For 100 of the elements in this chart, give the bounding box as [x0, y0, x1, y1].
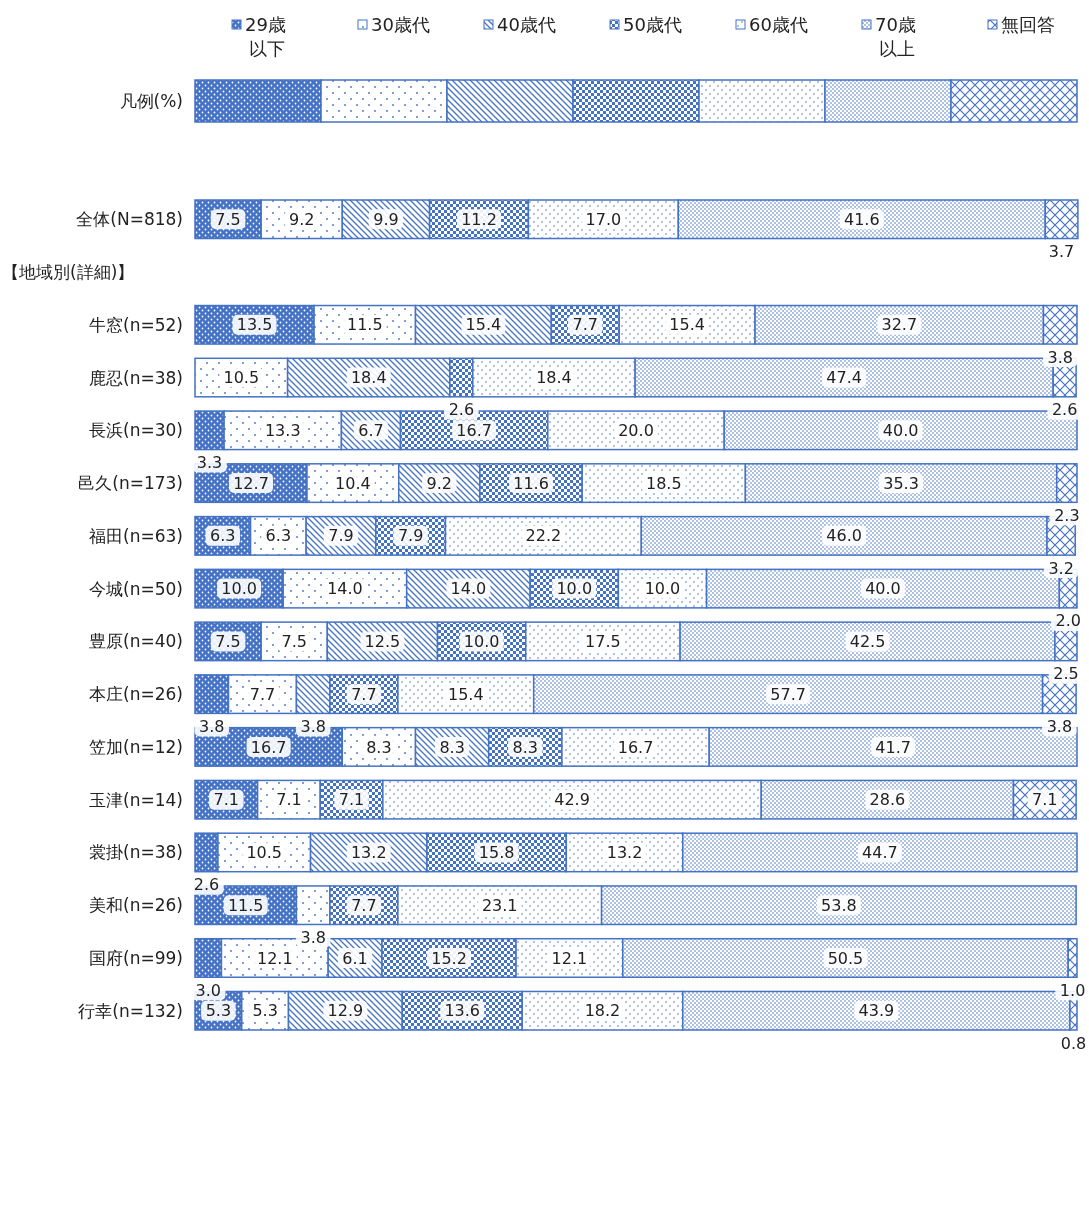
data-label: 7.7 [351, 684, 377, 704]
data-label: 3.8 [300, 717, 326, 737]
data-label: 8.3 [439, 737, 465, 757]
data-label: 15.8 [478, 843, 515, 863]
y-tick-label: 美和(n=26) [89, 895, 183, 916]
data-label: 1.0 [1059, 980, 1086, 1000]
data-label: 11.5 [346, 315, 383, 335]
y-tick-label: 牛窓(n=52) [89, 314, 183, 335]
data-label: 15.4 [447, 684, 484, 704]
data-label: 3.8 [300, 928, 326, 948]
data-label: 7.7 [572, 315, 599, 335]
data-label: 7.1 [338, 790, 365, 810]
data-label: 3.8 [1047, 347, 1073, 367]
y-tick-label: 鹿忍(n=38) [89, 367, 183, 388]
y-tick-label: 今城(n=50) [89, 578, 183, 599]
data-label: 3.0 [195, 980, 221, 1000]
data-label: 7.1 [213, 790, 240, 810]
data-label: 11.5 [227, 895, 264, 915]
data-label: 6.1 [342, 948, 368, 968]
data-label: 7.1 [276, 790, 302, 810]
data-label: 18.2 [584, 1001, 621, 1021]
legend-label: 30歳代 [371, 14, 430, 35]
data-label: 10.0 [221, 579, 257, 599]
data-label: 12.9 [327, 1001, 364, 1021]
data-label: 9.2 [289, 209, 315, 229]
data-label: 20.0 [618, 420, 654, 440]
legend-label: 無回答 [1001, 14, 1055, 35]
data-label: 42.5 [849, 631, 886, 651]
data-label: 2.5 [1053, 664, 1079, 684]
data-label: 11.6 [513, 473, 549, 493]
data-label: 6.7 [358, 420, 384, 440]
data-label: 8.3 [366, 737, 392, 757]
data-label: 16.7 [250, 737, 287, 757]
data-label: 3.2 [1048, 558, 1074, 578]
data-label: 47.4 [826, 368, 862, 388]
data-label: 14.0 [450, 579, 487, 599]
y-tick-label: 豊原(n=40) [89, 631, 183, 652]
data-label: 12.7 [233, 473, 269, 493]
data-label: 44.7 [862, 843, 898, 863]
data-label: 41.7 [875, 737, 911, 757]
data-label: 2.3 [1054, 505, 1080, 525]
data-label: 0.8 [1060, 1033, 1087, 1053]
data-label: 12.1 [551, 948, 588, 968]
data-label: 3.8 [199, 717, 225, 737]
data-label: 7.5 [215, 209, 241, 229]
data-label: 40.0 [882, 420, 919, 440]
data-label: 6.3 [265, 526, 292, 546]
data-label: 16.7 [456, 420, 492, 440]
y-tick-label: 邑久(n=173) [78, 473, 183, 494]
data-label: 46.0 [826, 526, 862, 546]
y-tick-label: 行幸(n=132) [78, 1000, 183, 1021]
legend-label: 70歳以上 [875, 14, 916, 59]
y-tick-label: 国府(n=99) [89, 947, 183, 968]
data-label: 10.5 [246, 843, 283, 863]
data-label: 16.7 [617, 737, 654, 757]
data-label: 7.9 [328, 526, 354, 546]
data-label: 7.7 [351, 895, 377, 915]
data-label: 35.3 [883, 473, 919, 493]
data-label: 8.3 [512, 737, 539, 757]
data-label: 2.6 [448, 400, 475, 420]
data-label: 32.7 [881, 315, 918, 335]
data-label: 3.7 [1048, 242, 1075, 262]
data-label: 18.4 [536, 368, 572, 388]
data-label: 13.3 [264, 420, 301, 440]
data-label: 13.2 [606, 843, 643, 863]
data-label: 5.3 [205, 1001, 232, 1021]
data-label: 15.2 [431, 948, 467, 968]
data-label: 14.0 [327, 579, 363, 599]
y-tick-label: 長浜(n=30) [89, 420, 183, 441]
y-tick-label: 裳掛(n=38) [89, 842, 183, 863]
data-label: 7.5 [281, 631, 307, 651]
data-label: 28.6 [869, 790, 906, 810]
data-label: 10.0 [463, 631, 500, 651]
y-tick-label: 全体(N=818) [76, 209, 183, 230]
legend-label: 60歳代 [749, 14, 808, 35]
data-label: 7.1 [1032, 790, 1058, 810]
data-label: 6.3 [210, 526, 236, 546]
data-label: 10.4 [335, 473, 371, 493]
data-label: 5.3 [252, 1001, 278, 1021]
data-label: 7.7 [249, 684, 276, 704]
data-label: 18.5 [645, 473, 682, 493]
data-label: 2.6 [1051, 400, 1078, 420]
y-tick-label: 本庄(n=26) [89, 684, 183, 705]
legend-label: 50歳代 [623, 14, 682, 35]
data-label: 10.0 [556, 579, 593, 599]
data-label: 15.4 [465, 315, 502, 335]
data-label: 2.0 [1055, 611, 1081, 631]
data-label: 11.2 [461, 209, 497, 229]
data-label: 9.9 [373, 209, 399, 229]
data-label: 53.8 [821, 895, 857, 915]
data-label: 23.1 [481, 895, 518, 915]
legend-title: 凡例(%) [119, 90, 183, 111]
data-label: 13.2 [350, 843, 387, 863]
data-label: 41.6 [843, 209, 880, 229]
data-label: 3.8 [1046, 717, 1073, 737]
data-label: 42.9 [554, 790, 590, 810]
data-label: 40.0 [865, 579, 901, 599]
data-label: 9.2 [426, 473, 453, 493]
data-label: 22.2 [525, 526, 562, 546]
data-label: 17.5 [585, 631, 621, 651]
